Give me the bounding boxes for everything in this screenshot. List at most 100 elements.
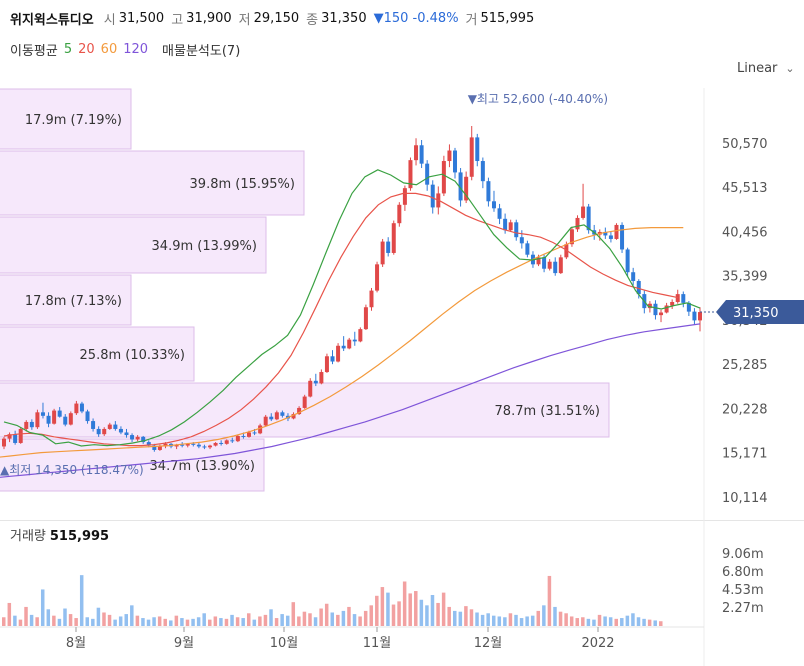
price-tick-label: 50,570: [722, 137, 768, 152]
volume-bar: [636, 617, 641, 626]
candle-body: [185, 443, 190, 446]
candle-body: [636, 280, 641, 295]
candle-body: [380, 241, 385, 265]
candlestick: [402, 185, 407, 211]
volume-bar: [263, 614, 268, 626]
candlestick: [107, 422, 112, 430]
candle-body: [219, 442, 224, 444]
time-axis-label: 12월: [474, 636, 503, 651]
candle-body: [18, 428, 23, 443]
candlestick: [581, 183, 586, 220]
candlestick: [608, 231, 613, 243]
volume-profile-bar[interactable]: 17.9m (7.19%): [0, 88, 132, 150]
volume-bar: [425, 605, 429, 626]
volume-bar: [647, 619, 652, 626]
price-change: ▼150 -0.48%: [373, 10, 459, 26]
candle-body: [553, 261, 558, 274]
candle-body: [152, 445, 157, 450]
candlestick: [491, 190, 496, 212]
candlestick: [213, 442, 218, 447]
volume-bar: [547, 575, 552, 626]
candle-body: [547, 261, 552, 269]
volume-profile-label: 39.8m (15.95%): [190, 177, 295, 192]
candle-body: [341, 345, 346, 349]
ma60-legend[interactable]: 60: [100, 42, 118, 57]
candle-body: [258, 425, 263, 434]
candle-body: [408, 160, 413, 189]
volume-chart[interactable]: 9.06m 6.80m 4.53m 2.27m 8월 9월 10월 11월 12월 2022: [0, 520, 804, 666]
candle-body: [698, 312, 702, 321]
candlestick: [40, 402, 45, 419]
candle-body: [308, 380, 313, 397]
candle-body: [692, 311, 697, 321]
candle-body: [475, 137, 480, 162]
candle-body: [241, 435, 246, 437]
low-label: 저: [238, 12, 251, 28]
current-price-tag-label: 31,350: [733, 306, 779, 321]
volume-bar: [620, 618, 624, 626]
volume-bar: [235, 617, 240, 626]
candlestick: [631, 267, 636, 286]
volume-bar: [40, 589, 45, 626]
volume-profile-bar[interactable]: 25.8m (10.33%): [0, 326, 195, 382]
volume-bar: [464, 606, 468, 626]
price-tick-label: 35,399: [722, 270, 768, 285]
volume-bar: [341, 610, 346, 626]
volume-bar: [57, 618, 62, 626]
volume-bar: [124, 614, 128, 626]
candle-body: [514, 222, 519, 238]
candlestick: [453, 147, 458, 179]
ma5-legend[interactable]: 5: [63, 42, 73, 57]
ma120-legend[interactable]: 120: [123, 42, 149, 57]
volume-profile-bar[interactable]: 17.8m (7.13%): [0, 274, 132, 326]
volume-bar: [441, 592, 446, 626]
candle-body: [224, 440, 229, 444]
candle-body: [157, 446, 162, 450]
time-axis-label: 11월: [363, 636, 392, 651]
candlestick: [486, 177, 491, 207]
volume-bar: [13, 615, 17, 626]
candlestick: [274, 410, 279, 421]
stock-name[interactable]: 위지윅스튜디오: [10, 12, 94, 28]
candle-body: [386, 241, 391, 253]
ma20-legend[interactable]: 20: [78, 42, 95, 57]
scale-dropdown[interactable]: Linear ⌄: [737, 61, 795, 76]
candle-body: [213, 442, 218, 446]
candle-body: [558, 257, 563, 274]
candle-body: [263, 416, 268, 426]
volume-bar: [486, 613, 490, 626]
volume-bar: [414, 591, 418, 626]
volume-bar: [74, 618, 78, 626]
ma60-line: [0, 227, 684, 458]
candlestick: [208, 444, 213, 450]
candle-body: [352, 339, 357, 342]
time-axis-label: 10월: [270, 636, 299, 651]
candle-body: [35, 412, 40, 428]
candle-body: [430, 184, 435, 208]
candlestick: [369, 287, 374, 311]
volume-bar: [35, 617, 39, 626]
candlestick: [497, 203, 502, 225]
price-chart[interactable]: 50,57045,51340,45635,39930,34225,28520,2…: [0, 88, 804, 520]
candle-body: [525, 243, 530, 255]
volume-profile-label[interactable]: 매물분석도(7): [162, 44, 241, 59]
volume-bar: [208, 619, 212, 626]
volume-bar: [553, 606, 557, 626]
volume-bar: [614, 618, 618, 626]
candle-body: [491, 201, 496, 209]
volume-bar: [447, 606, 451, 626]
candle-body: [536, 257, 541, 265]
candle-body: [397, 204, 402, 224]
candlestick: [96, 426, 101, 437]
moving-average-label[interactable]: 이동평균: [10, 44, 58, 59]
candlestick: [614, 223, 619, 240]
candle-body: [252, 432, 257, 434]
close-label: 종: [306, 12, 319, 28]
volume-profile-bar[interactable]: 39.8m (15.95%): [0, 150, 305, 216]
volume-bar: [480, 614, 485, 626]
candlestick: [525, 240, 530, 258]
volume-title: 거래량 515,995: [10, 525, 109, 544]
volume-profile-bar[interactable]: 34.9m (13.99%): [0, 216, 267, 274]
volume-bar: [302, 611, 307, 626]
candle-body: [363, 307, 368, 330]
